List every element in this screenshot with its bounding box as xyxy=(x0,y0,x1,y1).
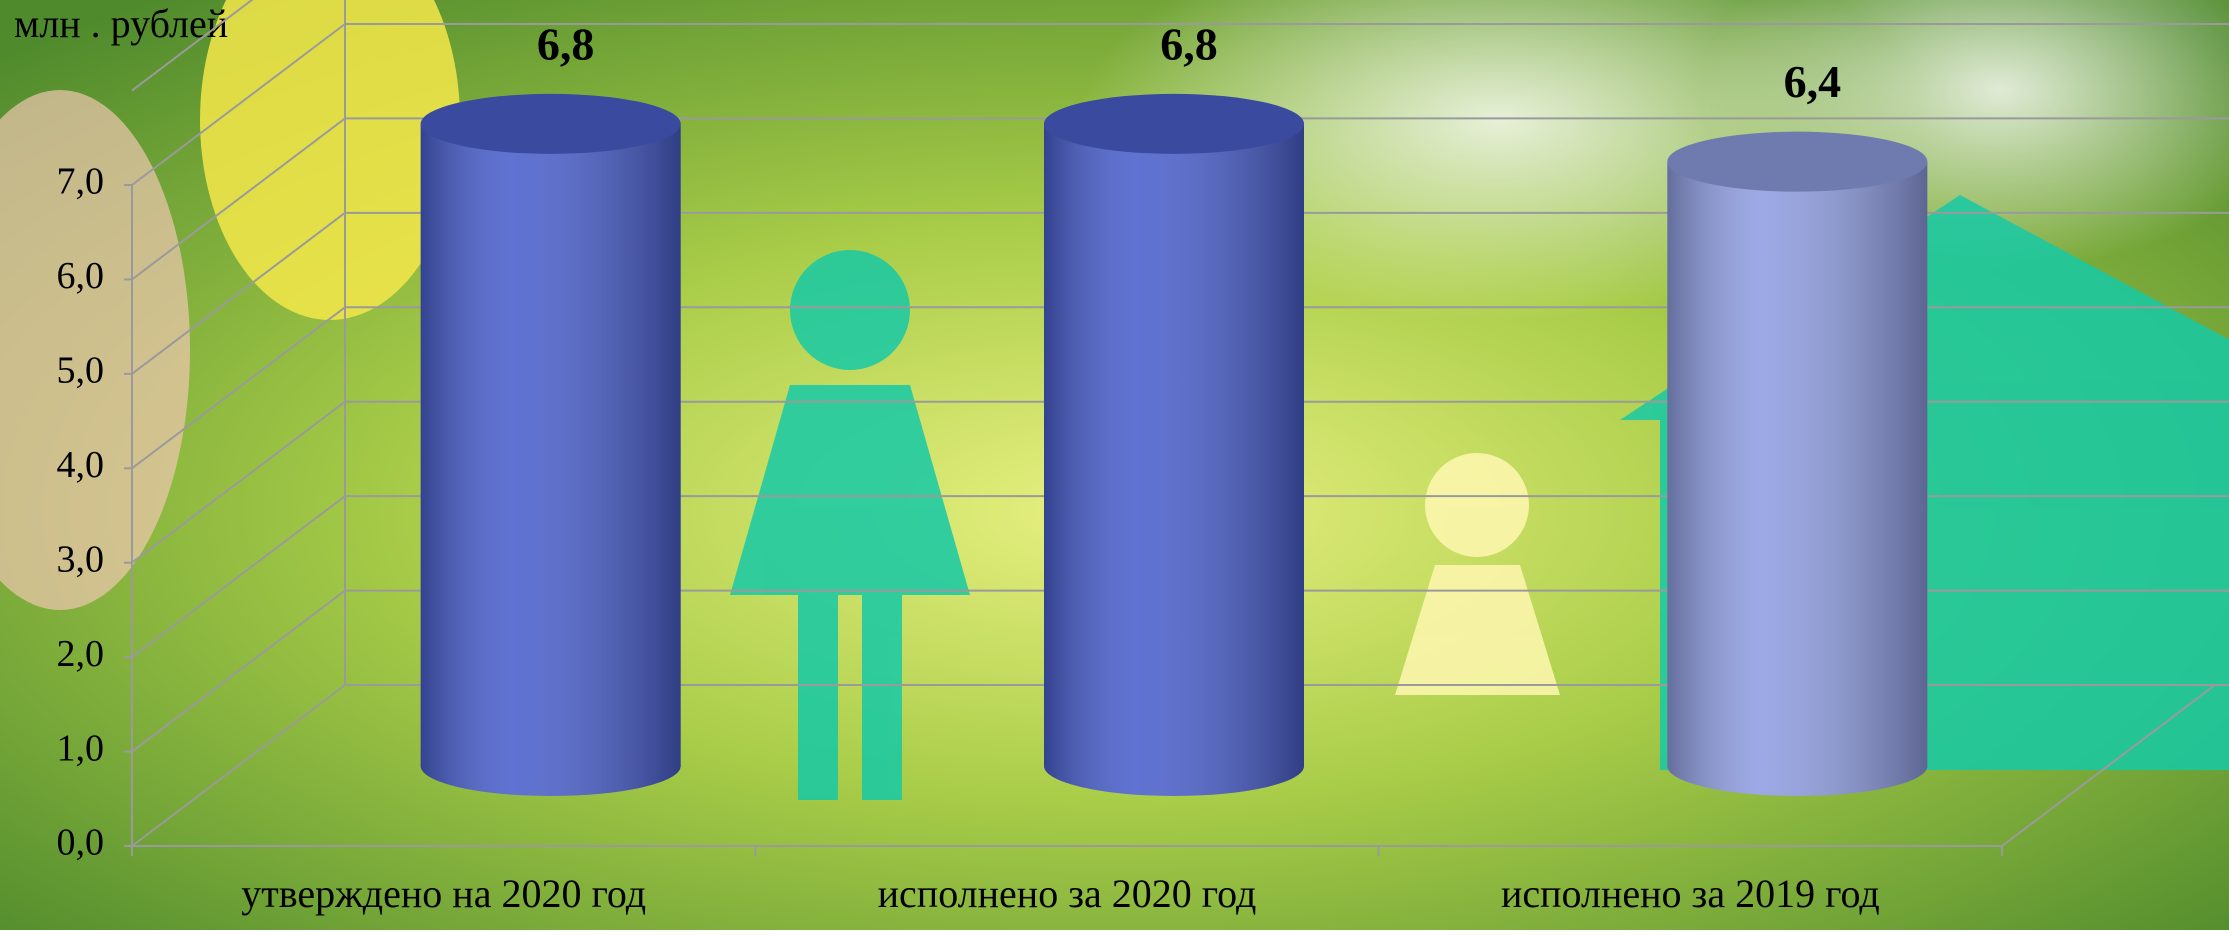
value-label: 6,8 xyxy=(537,18,595,69)
cylinder-top xyxy=(420,93,681,154)
grid-line xyxy=(131,23,346,186)
floor-edge xyxy=(2001,684,2216,847)
value-label: 6,4 xyxy=(1784,56,1842,107)
y-tick-label: 3,0 xyxy=(57,538,105,580)
y-tick-label: 6,0 xyxy=(57,255,105,297)
wall-top-edge xyxy=(131,0,254,92)
value-label: 6,8 xyxy=(1160,18,1218,69)
x-tick-label: утверждено на 2020 год xyxy=(241,871,646,916)
cylinder xyxy=(1667,131,1928,796)
cylinder-top-shade xyxy=(420,93,681,154)
grid-line xyxy=(131,212,346,375)
grid-line xyxy=(131,495,346,658)
cylinder xyxy=(420,93,681,796)
bar-shade xyxy=(1667,161,1928,766)
cylinder-top xyxy=(1044,93,1304,154)
cylinder xyxy=(1044,93,1304,796)
y-tick-label: 0,0 xyxy=(57,822,105,864)
bar-shade xyxy=(420,123,681,766)
y-tick-label: 2,0 xyxy=(57,633,105,675)
x-tick-label: исполнено за 2019 год xyxy=(1501,871,1880,916)
y-tick-label: 5,0 xyxy=(57,350,105,392)
grid-line xyxy=(131,589,346,753)
grid-line xyxy=(131,306,346,470)
y-tick-label: 1,0 xyxy=(57,727,105,769)
y-tick-label: 7,0 xyxy=(57,161,105,203)
grid-line xyxy=(131,117,346,281)
y-axis-label: млн . рублей xyxy=(14,1,228,46)
grid-line xyxy=(131,684,346,847)
x-tick-label: исполнено за 2020 год xyxy=(878,871,1257,916)
cylinder-top-shade xyxy=(1044,93,1304,154)
bar-shade xyxy=(1044,123,1304,766)
y-tick-label: 4,0 xyxy=(57,444,105,486)
grid-line xyxy=(131,400,346,564)
cylinder-top-shade xyxy=(1667,131,1928,192)
cylinder-top xyxy=(1667,131,1928,192)
